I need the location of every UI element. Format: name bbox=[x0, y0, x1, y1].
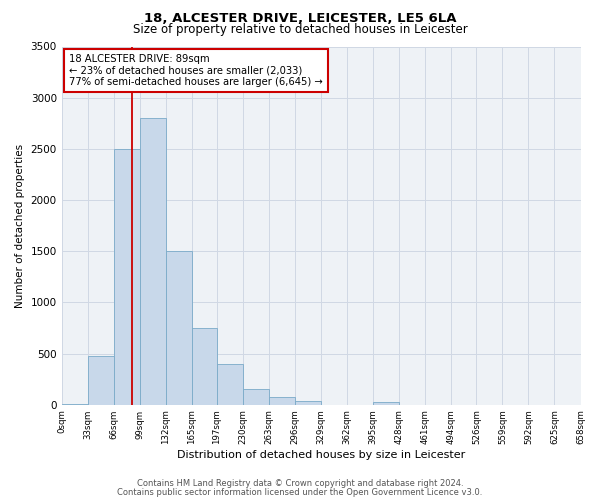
Bar bbox=[295, 400, 321, 404]
Bar bbox=[373, 402, 399, 404]
Text: Contains HM Land Registry data © Crown copyright and database right 2024.: Contains HM Land Registry data © Crown c… bbox=[137, 479, 463, 488]
Bar bbox=[166, 251, 192, 404]
Text: Contains public sector information licensed under the Open Government Licence v3: Contains public sector information licen… bbox=[118, 488, 482, 497]
Bar bbox=[243, 390, 269, 404]
Bar bbox=[269, 396, 295, 404]
Bar bbox=[192, 328, 217, 404]
Text: 18 ALCESTER DRIVE: 89sqm
← 23% of detached houses are smaller (2,033)
77% of sem: 18 ALCESTER DRIVE: 89sqm ← 23% of detach… bbox=[70, 54, 323, 87]
X-axis label: Distribution of detached houses by size in Leicester: Distribution of detached houses by size … bbox=[177, 450, 465, 460]
Bar bbox=[88, 356, 114, 405]
Bar bbox=[217, 364, 243, 405]
Text: Size of property relative to detached houses in Leicester: Size of property relative to detached ho… bbox=[133, 22, 467, 36]
Y-axis label: Number of detached properties: Number of detached properties bbox=[15, 144, 25, 308]
Bar bbox=[114, 149, 140, 405]
Bar bbox=[140, 118, 166, 405]
Text: 18, ALCESTER DRIVE, LEICESTER, LE5 6LA: 18, ALCESTER DRIVE, LEICESTER, LE5 6LA bbox=[144, 12, 456, 26]
